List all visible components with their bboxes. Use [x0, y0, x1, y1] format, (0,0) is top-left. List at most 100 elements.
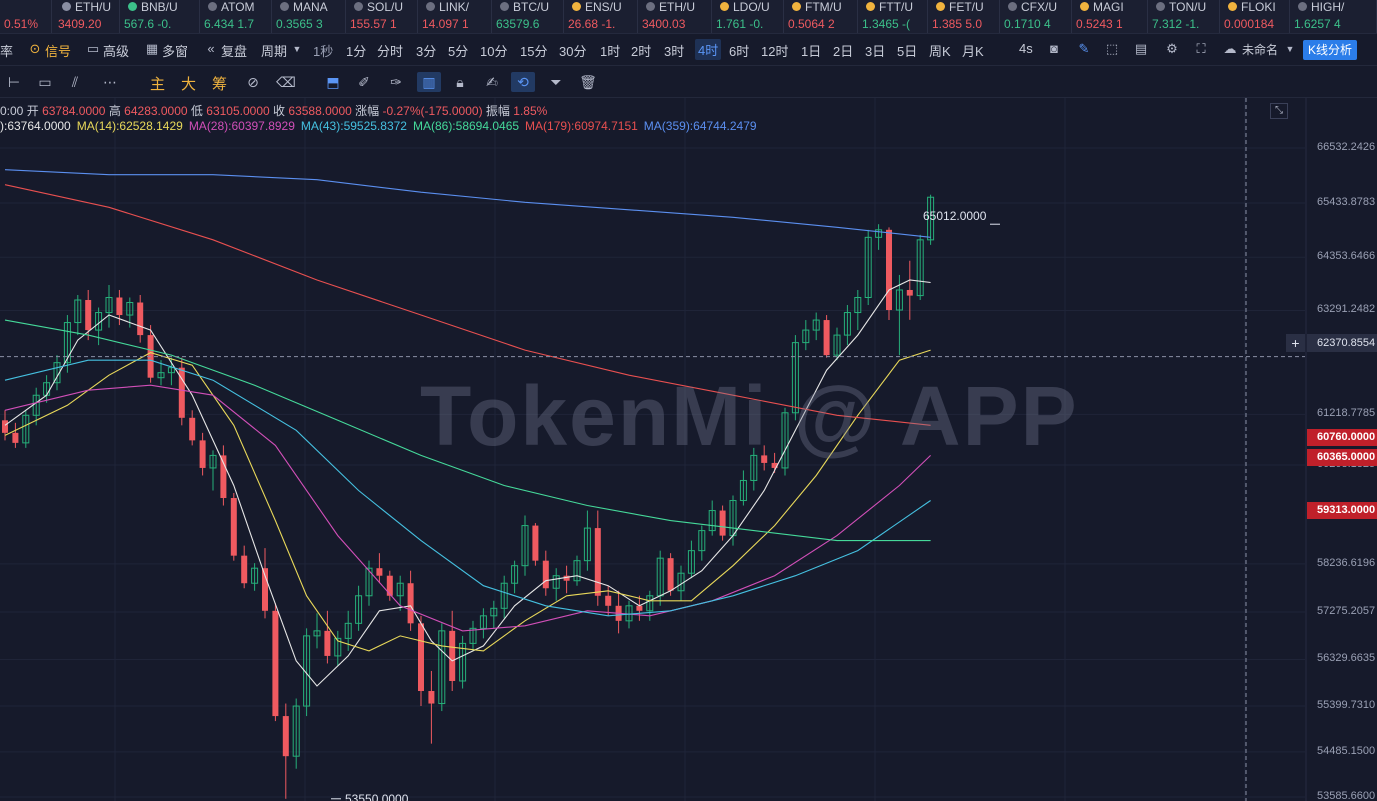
period-1日[interactable]: 1日 — [801, 44, 822, 59]
candle-style-icon[interactable]: ▥ — [417, 72, 441, 92]
ticker-item[interactable]: 0.51% — [0, 0, 52, 33]
ma-line — [4, 184, 931, 426]
ticker-symbol: FTM/U — [792, 0, 842, 14]
edit-note-icon[interactable]: ✍ — [486, 74, 498, 90]
ticker-item[interactable]: HIGH/1.6257 4 — [1290, 0, 1377, 33]
parallel-lines-icon[interactable]: ⫽ — [71, 74, 79, 90]
trash-icon[interactable]: 🗑︎ — [579, 74, 597, 90]
ma-line — [4, 359, 931, 617]
advanced-button[interactable]: 高级 — [103, 44, 130, 59]
ticker-symbol: LDO/U — [720, 0, 770, 14]
main-indicator-button[interactable]: 主 — [150, 76, 166, 93]
replay-button[interactable]: 复盘 — [221, 44, 248, 59]
candle — [272, 603, 279, 722]
ticker-item[interactable]: CFX/U 0.1710 4 — [1000, 0, 1072, 33]
ticker-item[interactable]: ENS/U 26.68 -1. — [564, 0, 638, 33]
signal-button[interactable]: 信号 — [45, 44, 72, 59]
ticker-symbol-text: FTT/U — [879, 0, 913, 14]
pen-icon[interactable]: ✎ — [1078, 41, 1090, 56]
chart-area[interactable] — [0, 98, 1377, 801]
candle — [667, 553, 674, 596]
settings-icon[interactable]: ⚙ — [1166, 41, 1178, 56]
period-分时[interactable]: 分时 — [377, 44, 404, 59]
candle — [355, 585, 363, 631]
camera-icon[interactable]: ◙ — [1050, 41, 1058, 56]
layout-name[interactable]: 未命名 — [1242, 43, 1279, 57]
period-2日[interactable]: 2日 — [833, 44, 854, 59]
candle — [396, 575, 404, 611]
period-3日[interactable]: 3日 — [865, 44, 886, 59]
filter-icon[interactable]: ⏷ — [550, 74, 562, 90]
period-10分[interactable]: 10分 — [480, 44, 508, 59]
ticker-symbol: TON/U — [1156, 0, 1206, 14]
bookmark-icon[interactable]: ⬒ — [326, 74, 340, 90]
ticker-item[interactable]: MAGI 0.5243 1 — [1072, 0, 1148, 33]
eraser-icon[interactable]: ⌫ — [276, 74, 296, 90]
period-周K[interactable]: 周K — [929, 44, 951, 59]
period-12时[interactable]: 12时 — [761, 44, 789, 59]
ma-legend: ):63764.0000 MA(14):62528.1429 MA(28):6039… — [0, 119, 763, 133]
chip-button[interactable]: 筹 — [212, 76, 228, 93]
high-value: 64283.0000 — [124, 104, 188, 118]
ticker-item[interactable]: SOL/U 155.57 1 — [346, 0, 418, 33]
more-icon[interactable]: ⋯ — [103, 74, 117, 90]
ticker-item[interactable]: BTC/U 63579.6 — [492, 0, 564, 33]
period-1时[interactable]: 1时 — [600, 44, 621, 59]
ticker-symbol-text: BNB/U — [141, 0, 178, 14]
layout-icon[interactable]: ▤ — [1134, 41, 1148, 56]
lock-icon[interactable]: 🔒︎ — [456, 74, 464, 90]
refresh-interval[interactable]: 4s — [1019, 41, 1033, 56]
candle — [74, 294, 82, 336]
period-4时[interactable]: 4时 — [695, 39, 722, 60]
fullscreen-icon[interactable]: ⛶ — [1196, 41, 1206, 56]
ticker-item[interactable]: MANA 0.3565 3 — [272, 0, 346, 33]
horizontal-line-icon[interactable]: ⊢ — [7, 74, 21, 90]
period-3分[interactable]: 3分 — [416, 44, 437, 59]
ticker-item[interactable]: TON/U 7.312 -1. — [1148, 0, 1220, 33]
candle — [376, 553, 383, 584]
cursor-icon[interactable]: ⬚ — [1105, 41, 1119, 56]
ticker-item[interactable]: FLOKI 0.000184 — [1220, 0, 1290, 33]
candle — [500, 575, 508, 619]
ticker-item[interactable]: FTT/U 1.3465 -( — [858, 0, 928, 33]
candle — [230, 493, 237, 561]
candle — [906, 260, 913, 320]
period-3时[interactable]: 3时 — [664, 44, 685, 59]
ticker-item[interactable]: FET/U 1.385 5.0 — [928, 0, 1000, 33]
period-15分[interactable]: 15分 — [520, 44, 548, 59]
period-dropdown[interactable]: 周期 — [261, 44, 288, 59]
ticker-item[interactable]: ETH/U 3409.20 — [54, 0, 120, 33]
ticker-item[interactable]: FTM/U 0.5064 2 — [784, 0, 858, 33]
ticker-value: 63579.6 — [496, 17, 540, 31]
candle — [53, 355, 61, 391]
candlestick-chart[interactable] — [0, 98, 1377, 801]
candle — [615, 590, 622, 634]
big-order-button[interactable]: 大 — [181, 76, 197, 93]
ticker-item[interactable]: LINK/14.097 1 — [418, 0, 492, 33]
add-alert-icon[interactable]: + — [1286, 334, 1305, 352]
period-2时[interactable]: 2时 — [631, 44, 652, 59]
period-5分[interactable]: 5分 — [448, 44, 469, 59]
kline-analysis-button[interactable]: K线分析 — [1303, 40, 1357, 60]
period-5日[interactable]: 5日 — [897, 44, 918, 59]
period-6时[interactable]: 6时 — [729, 44, 750, 59]
rate-label[interactable]: 率 — [0, 44, 14, 59]
magnet-icon[interactable]: ⟲ — [511, 72, 535, 92]
period-1分[interactable]: 1分 — [346, 44, 367, 59]
ticker-item[interactable]: LDO/U 1.761 -0. — [712, 0, 784, 33]
rectangle-icon[interactable]: ▭ — [38, 74, 52, 90]
candle — [407, 570, 414, 631]
period-月K[interactable]: 月K — [962, 44, 984, 59]
ma-legend-item: MA(86):58694.0465 — [412, 119, 520, 133]
period-30分[interactable]: 30分 — [559, 44, 587, 59]
ticker-item[interactable]: ETH/U 3400.03 — [638, 0, 712, 33]
ticker-item[interactable]: BNB/U 567.6 -0. — [120, 0, 200, 33]
period-1秒[interactable]: 1秒 — [313, 44, 334, 59]
brush-icon[interactable]: ✑ — [390, 74, 402, 90]
multi-window-button[interactable]: 多窗 — [162, 44, 189, 59]
pencil-icon[interactable]: ✐ — [358, 74, 370, 90]
expand-icon[interactable]: ⤡ — [1270, 103, 1288, 119]
ticker-item[interactable]: ATOM 6.434 1.7 — [200, 0, 272, 33]
high-label: 高 — [108, 104, 121, 118]
ruler-icon[interactable]: ⊘ — [247, 74, 259, 90]
